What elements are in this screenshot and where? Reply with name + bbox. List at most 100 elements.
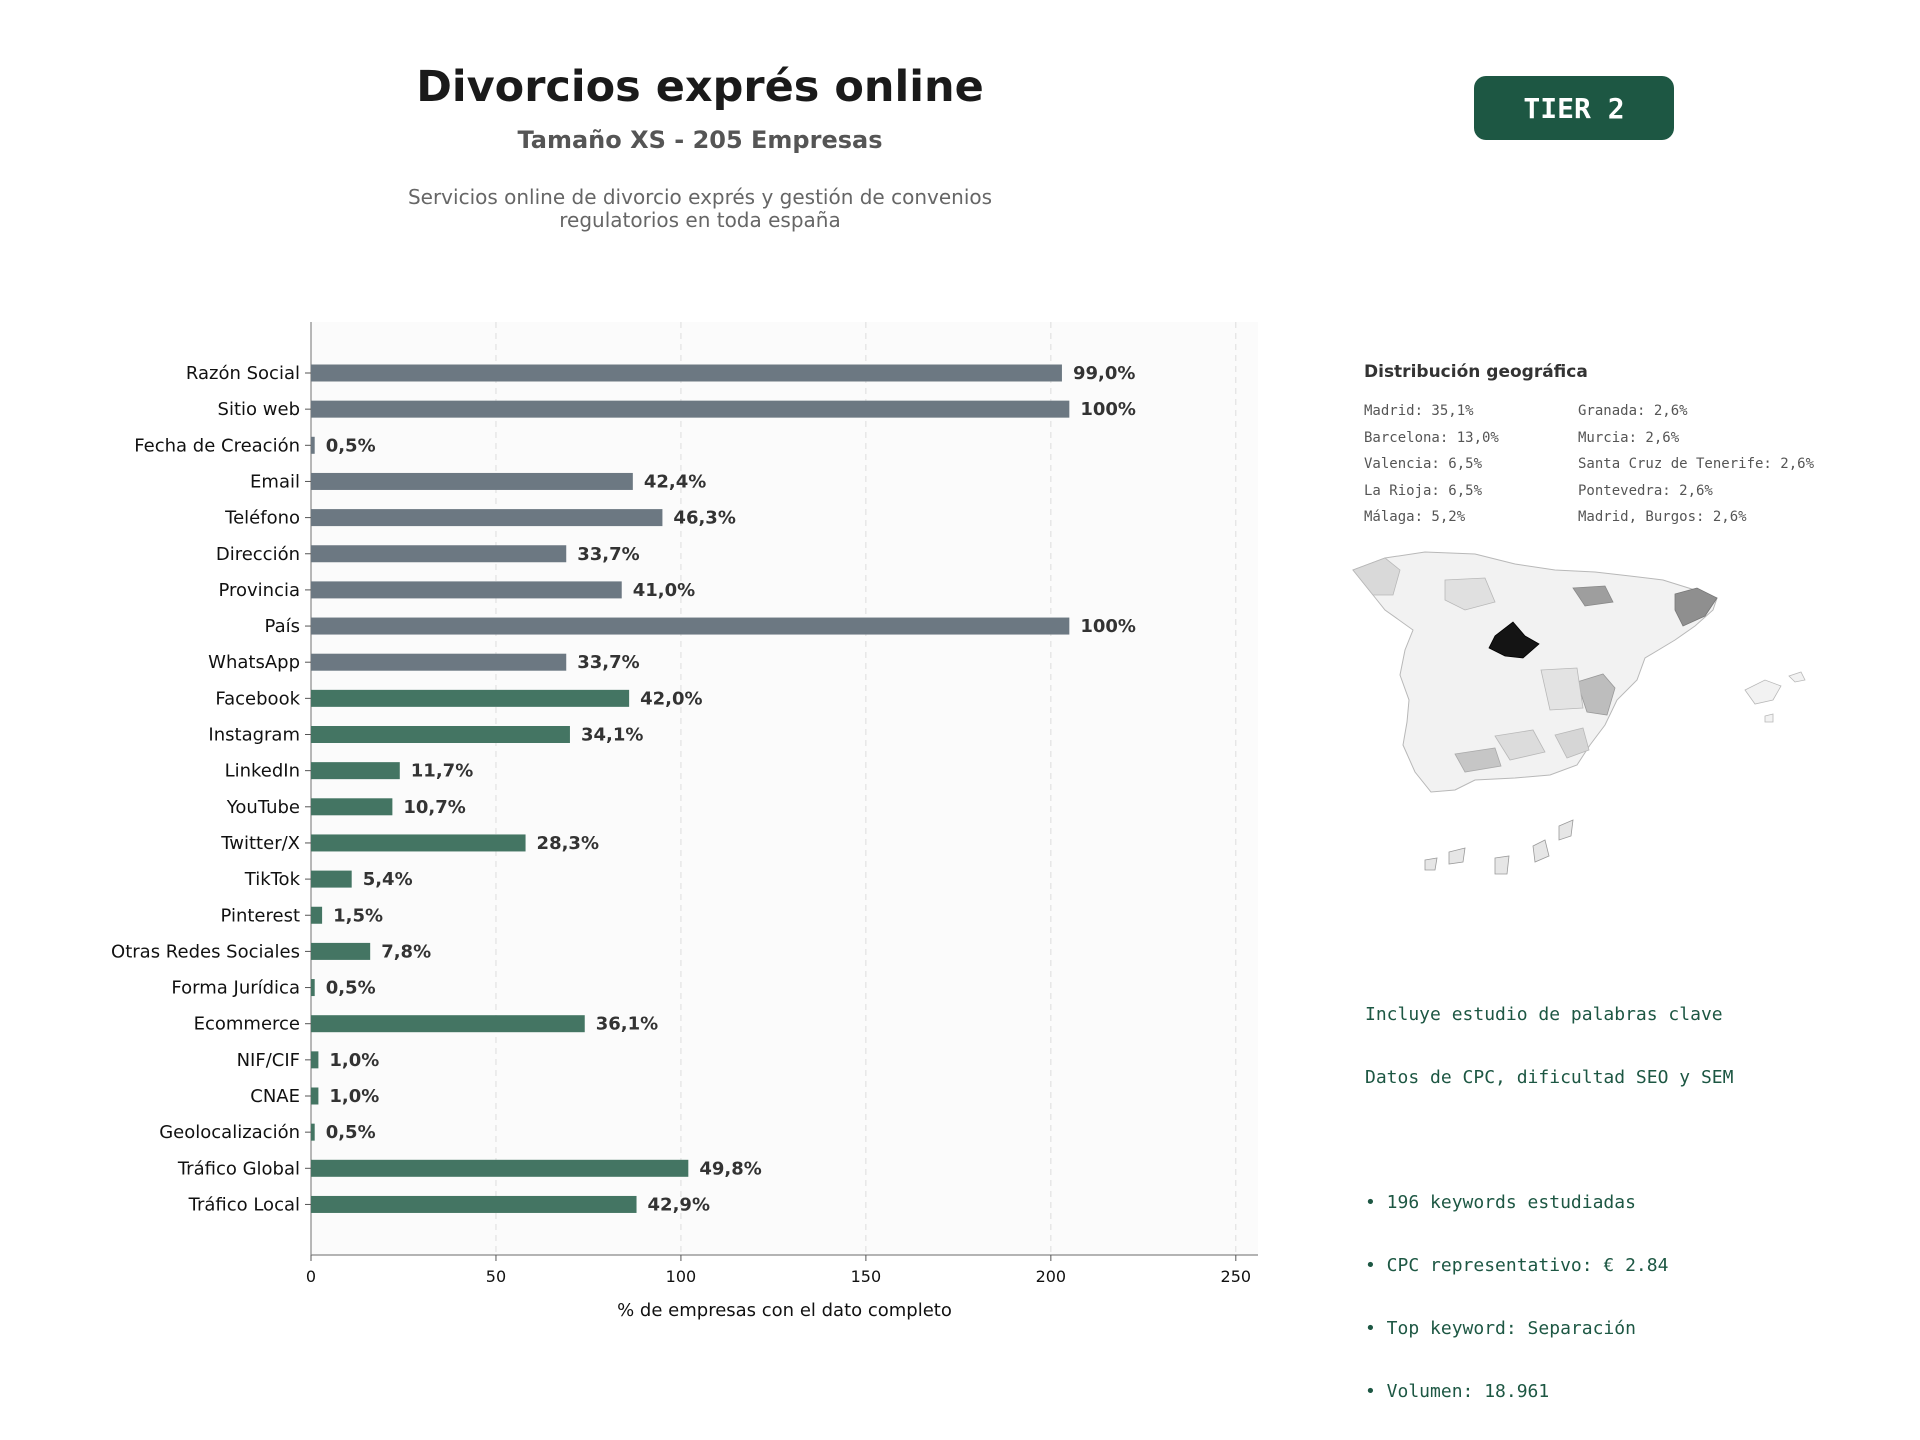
description-line-1: Servicios online de divorcio exprés y ge… [407,185,993,209]
bar [311,364,1062,382]
geo-item: La Rioja: 6,5% [1364,482,1483,499]
data-label: 42,4% [644,471,706,492]
category-label: Email [250,471,300,492]
map-region-malaga [1454,747,1502,773]
data-label: 33,7% [577,652,639,673]
x-tick-label: 150 [851,1267,882,1286]
geo-item: Santa Cruz de Tenerife: 2,6% [1578,456,1815,473]
geo-item: Barcelona: 13,0% [1364,429,1499,446]
geo-item: Madrid, Burgos: 2,6% [1578,509,1747,526]
category-label: LinkedIn [225,761,300,782]
data-label: 99,0% [1073,363,1135,384]
category-label: Sitio web [218,399,300,420]
tier-badge: TIER 2 [1474,76,1674,140]
keywords-bullet: • Top keyword: Separación [1365,1318,1636,1339]
data-label: 1,5% [333,905,383,926]
bar [311,1159,689,1177]
x-tick-label: 200 [1036,1267,1067,1286]
map-region-la-rioja [1572,585,1614,607]
page-description: Servicios online de divorcio exprés y ge… [370,186,1030,232]
bar [311,509,663,527]
category-label: Fecha de Creación [134,435,300,456]
data-label: 5,4% [363,869,413,890]
data-label: 42,9% [648,1194,710,1215]
map-region-barcelona [1674,587,1718,627]
category-label: CNAE [250,1086,300,1107]
category-label: Razón Social [186,363,300,384]
data-label: 10,7% [403,797,465,818]
category-label: Ecommerce [194,1014,300,1035]
keywords-bullet: • CPC representativo: € 2.84 [1365,1255,1669,1276]
map-region-granada [1494,729,1546,761]
category-label: Tráfico Local [188,1194,300,1215]
category-label: Dirección [216,544,300,565]
bar [311,689,630,707]
bar [311,1123,315,1141]
x-axis-label: % de empresas con el dato completo [617,1300,952,1321]
bar [311,617,1070,635]
data-label: 100% [1080,399,1136,420]
page-subtitle: Tamaño XS - 205 Empresas [517,126,883,154]
plot-background [311,322,1258,1255]
category-label: Pinterest [220,905,300,926]
keywords-line-1: Incluye estudio de palabras clave [1365,1004,1723,1025]
data-label: 46,3% [673,508,735,529]
data-label: 0,5% [326,435,376,456]
x-tick-label: 50 [486,1267,506,1286]
map-region-valencia [1576,673,1616,716]
category-label: NIF/CIF [237,1050,300,1071]
bar-chart: 0 50 100 150 200 250 % de empresas con el dato… [111,322,1258,1321]
bar [311,870,352,888]
map-balearics [1744,671,1806,723]
map-canaries [1424,819,1574,875]
geo-list-left: Madrid: 35,1% Barcelona: 13,0% Valencia:… [1364,398,1499,531]
geo-item: Málaga: 5,2% [1364,509,1466,526]
data-label: 36,1% [596,1014,658,1035]
category-label: País [265,616,300,637]
bar [311,1015,585,1033]
geo-list-right: Granada: 2,6% Murcia: 2,6% Santa Cruz de… [1578,398,1814,531]
bar [311,1051,319,1069]
data-label: 42,0% [640,688,702,709]
bar [311,545,567,563]
bar [311,942,371,960]
description-line-2: regulatorios en toda españa [559,208,841,232]
map-region-murcia [1554,727,1590,759]
x-tick-label: 250 [1221,1267,1252,1286]
spain-map [1352,551,1806,875]
data-label: 100% [1080,616,1136,637]
data-label: 11,7% [411,761,473,782]
category-label: Otras Redes Sociales [111,941,300,962]
bar [311,1087,319,1105]
map-region-madrid [1488,621,1540,659]
data-label: 34,1% [581,725,643,746]
geo-item: Madrid: 35,1% [1364,403,1474,419]
category-label: Forma Jurídica [171,978,300,999]
keywords-box: Incluye estudio de palabras clave Datos … [1365,962,1733,1423]
bar [311,653,567,671]
map-region-north [1444,577,1496,611]
data-label: 7,8% [381,941,431,962]
category-label: Facebook [215,688,300,709]
bar [311,798,393,816]
bar [311,400,1070,418]
keywords-line-2: Datos de CPC, dificultad SEO y SEM [1365,1067,1734,1088]
data-label: 49,8% [699,1158,761,1179]
category-label: WhatsApp [208,652,300,673]
data-label: 1,0% [329,1050,379,1071]
category-label: YouTube [226,797,300,818]
geo-distribution-title: Distribución geográfica [1364,362,1588,382]
data-label: 0,5% [326,1122,376,1143]
category-label: Geolocalización [159,1122,300,1143]
category-label: Teléfono [224,508,300,529]
geo-item: Murcia: 2,6% [1578,429,1680,446]
category-label: Tráfico Global [177,1158,300,1179]
bar [311,581,622,599]
bar [311,472,633,490]
keywords-bullet: • Volumen: 18.961 [1365,1381,1550,1402]
x-tick-label: 100 [666,1267,697,1286]
geo-item: Valencia: 6,5% [1364,456,1483,473]
geo-item: Granada: 2,6% [1578,403,1688,419]
category-label: Provincia [218,580,300,601]
bar [311,726,570,743]
